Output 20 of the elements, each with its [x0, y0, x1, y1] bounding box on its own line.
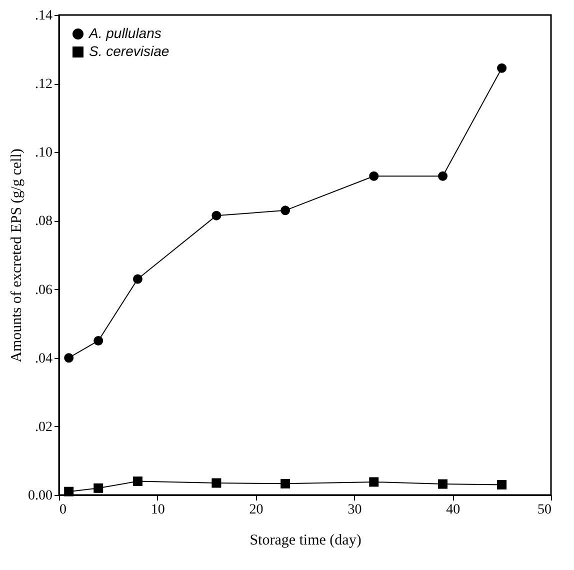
x-tick-label: 50 [538, 502, 552, 518]
x-tick-label: 20 [249, 502, 264, 518]
y-tick-label: .04 [35, 351, 52, 366]
legend-label: S. cerevisiae [89, 43, 170, 59]
point [438, 171, 448, 181]
x-tick-label: 10 [150, 502, 165, 518]
y-axis-title: Amounts of excreted EPS (g/g cell) [9, 148, 25, 362]
x-axis-title: Storage time (day) [250, 532, 362, 548]
x-tick-label: 40 [446, 502, 460, 518]
x-tick-label: 0 [60, 502, 66, 518]
point [438, 479, 448, 489]
x-tick-label: 30 [348, 502, 362, 518]
y-tick-label: 0.00 [28, 488, 52, 504]
legend-label: A. pullulans [88, 25, 162, 41]
y-tick-label: .14 [35, 8, 52, 24]
y-tick-label: .12 [35, 77, 52, 92]
y-tick-label: .08 [35, 214, 52, 230]
y-tick-label: .06 [35, 282, 52, 298]
y-tick-label: .02 [35, 420, 52, 435]
y-tick-label: .10 [35, 146, 52, 161]
